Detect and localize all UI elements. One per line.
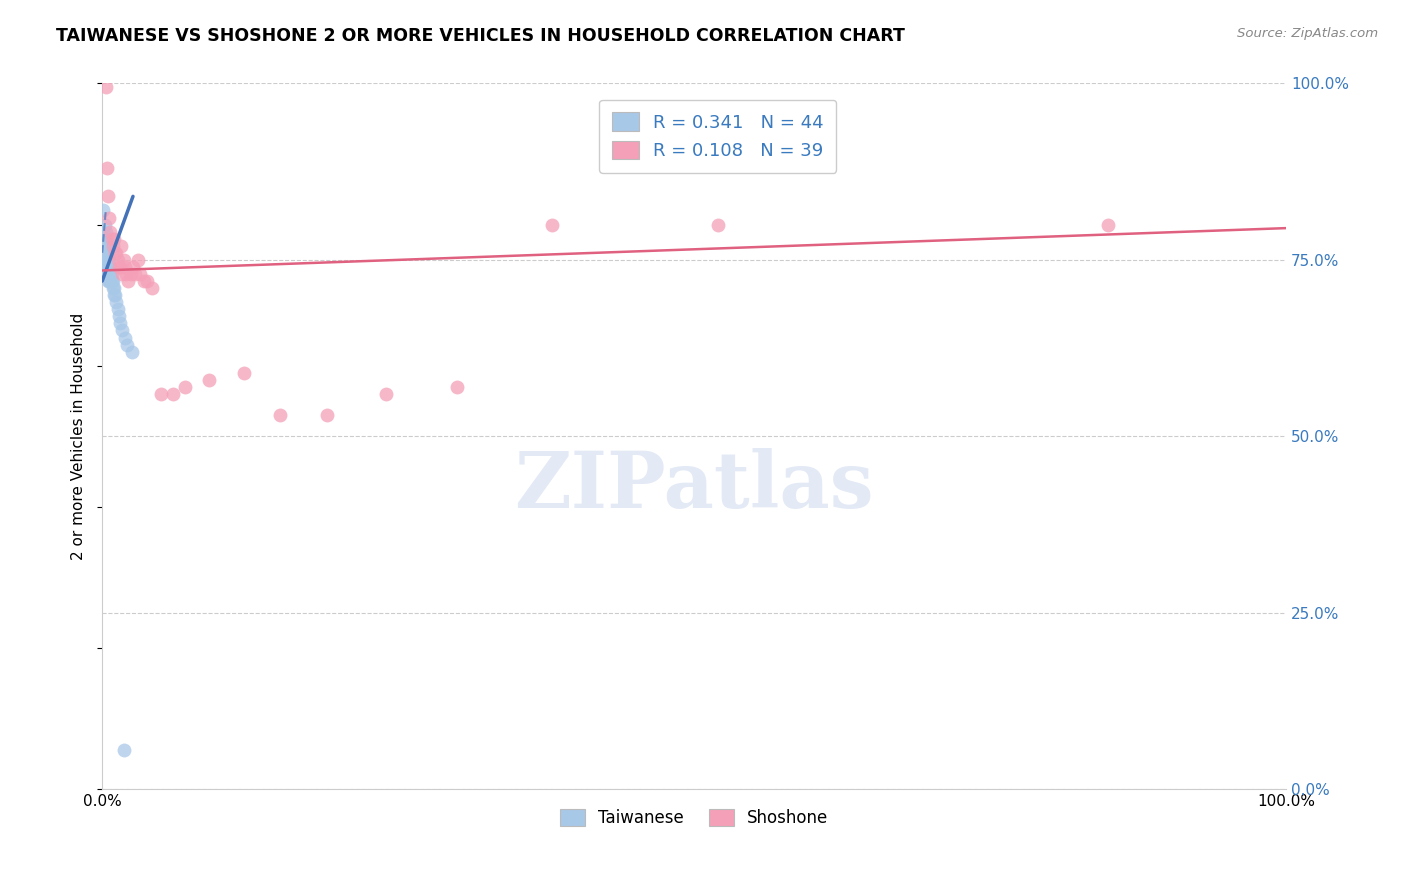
Point xyxy=(93,232,115,246)
Point xyxy=(94,245,117,260)
Point xyxy=(162,387,184,401)
Point xyxy=(124,267,146,281)
Point xyxy=(108,317,131,331)
Point xyxy=(94,239,117,253)
Point xyxy=(108,260,131,274)
Point xyxy=(93,239,115,253)
Point xyxy=(98,211,121,225)
Point xyxy=(174,380,197,394)
Point xyxy=(129,267,152,281)
Point xyxy=(98,274,121,288)
Point xyxy=(96,245,118,260)
Point xyxy=(96,260,118,274)
Point xyxy=(107,302,129,317)
Point xyxy=(375,387,398,401)
Point xyxy=(93,225,115,239)
Point xyxy=(98,267,121,281)
Point xyxy=(111,267,134,281)
Point xyxy=(96,267,118,281)
Point xyxy=(100,274,122,288)
Point xyxy=(96,161,118,175)
Point xyxy=(316,408,339,422)
Point xyxy=(94,252,117,267)
Point xyxy=(446,380,468,394)
Point xyxy=(114,330,136,344)
Point xyxy=(104,245,127,260)
Point xyxy=(105,245,128,260)
Point xyxy=(101,274,124,288)
Point xyxy=(121,344,143,359)
Point xyxy=(136,274,159,288)
Point xyxy=(97,252,120,267)
Point xyxy=(107,260,129,274)
Point xyxy=(100,225,122,239)
Point xyxy=(111,323,134,337)
Point xyxy=(115,267,138,281)
Text: ZIPatlas: ZIPatlas xyxy=(515,448,875,524)
Point xyxy=(150,387,173,401)
Point xyxy=(97,267,120,281)
Point xyxy=(96,252,118,267)
Point xyxy=(100,232,122,246)
Point xyxy=(98,260,121,274)
Text: Source: ZipAtlas.com: Source: ZipAtlas.com xyxy=(1237,27,1378,40)
Point xyxy=(100,267,122,281)
Point xyxy=(269,408,291,422)
Y-axis label: 2 or more Vehicles in Household: 2 or more Vehicles in Household xyxy=(72,313,86,560)
Point xyxy=(97,274,120,288)
Point xyxy=(94,79,117,94)
Point xyxy=(98,252,121,267)
Point xyxy=(141,281,163,295)
Point xyxy=(117,274,139,288)
Point xyxy=(101,239,124,253)
Point xyxy=(103,232,125,246)
Point xyxy=(114,260,136,274)
Point xyxy=(1097,218,1119,232)
Point xyxy=(105,295,128,310)
Point xyxy=(112,743,135,757)
Point xyxy=(122,260,145,274)
Point xyxy=(104,288,127,302)
Point xyxy=(706,218,728,232)
Point xyxy=(93,252,115,267)
Point xyxy=(94,260,117,274)
Point xyxy=(132,274,155,288)
Point xyxy=(110,239,132,253)
Point xyxy=(97,245,120,260)
Point xyxy=(100,274,122,288)
Legend: Taiwanese, Shoshone: Taiwanese, Shoshone xyxy=(553,802,835,834)
Point xyxy=(100,267,122,281)
Point xyxy=(112,252,135,267)
Point xyxy=(115,337,138,351)
Point xyxy=(107,310,129,324)
Point xyxy=(541,218,564,232)
Point xyxy=(127,252,149,267)
Point xyxy=(94,232,117,246)
Text: TAIWANESE VS SHOSHONE 2 OR MORE VEHICLES IN HOUSEHOLD CORRELATION CHART: TAIWANESE VS SHOSHONE 2 OR MORE VEHICLES… xyxy=(56,27,905,45)
Point xyxy=(96,239,118,253)
Point xyxy=(94,225,117,239)
Point xyxy=(103,288,125,302)
Point xyxy=(97,189,120,203)
Point xyxy=(93,203,115,218)
Point xyxy=(103,281,125,295)
Point xyxy=(233,366,256,380)
Point xyxy=(107,252,129,267)
Point xyxy=(100,260,122,274)
Point xyxy=(120,267,142,281)
Point xyxy=(93,218,115,232)
Point xyxy=(97,260,120,274)
Point xyxy=(101,281,124,295)
Point xyxy=(197,373,219,387)
